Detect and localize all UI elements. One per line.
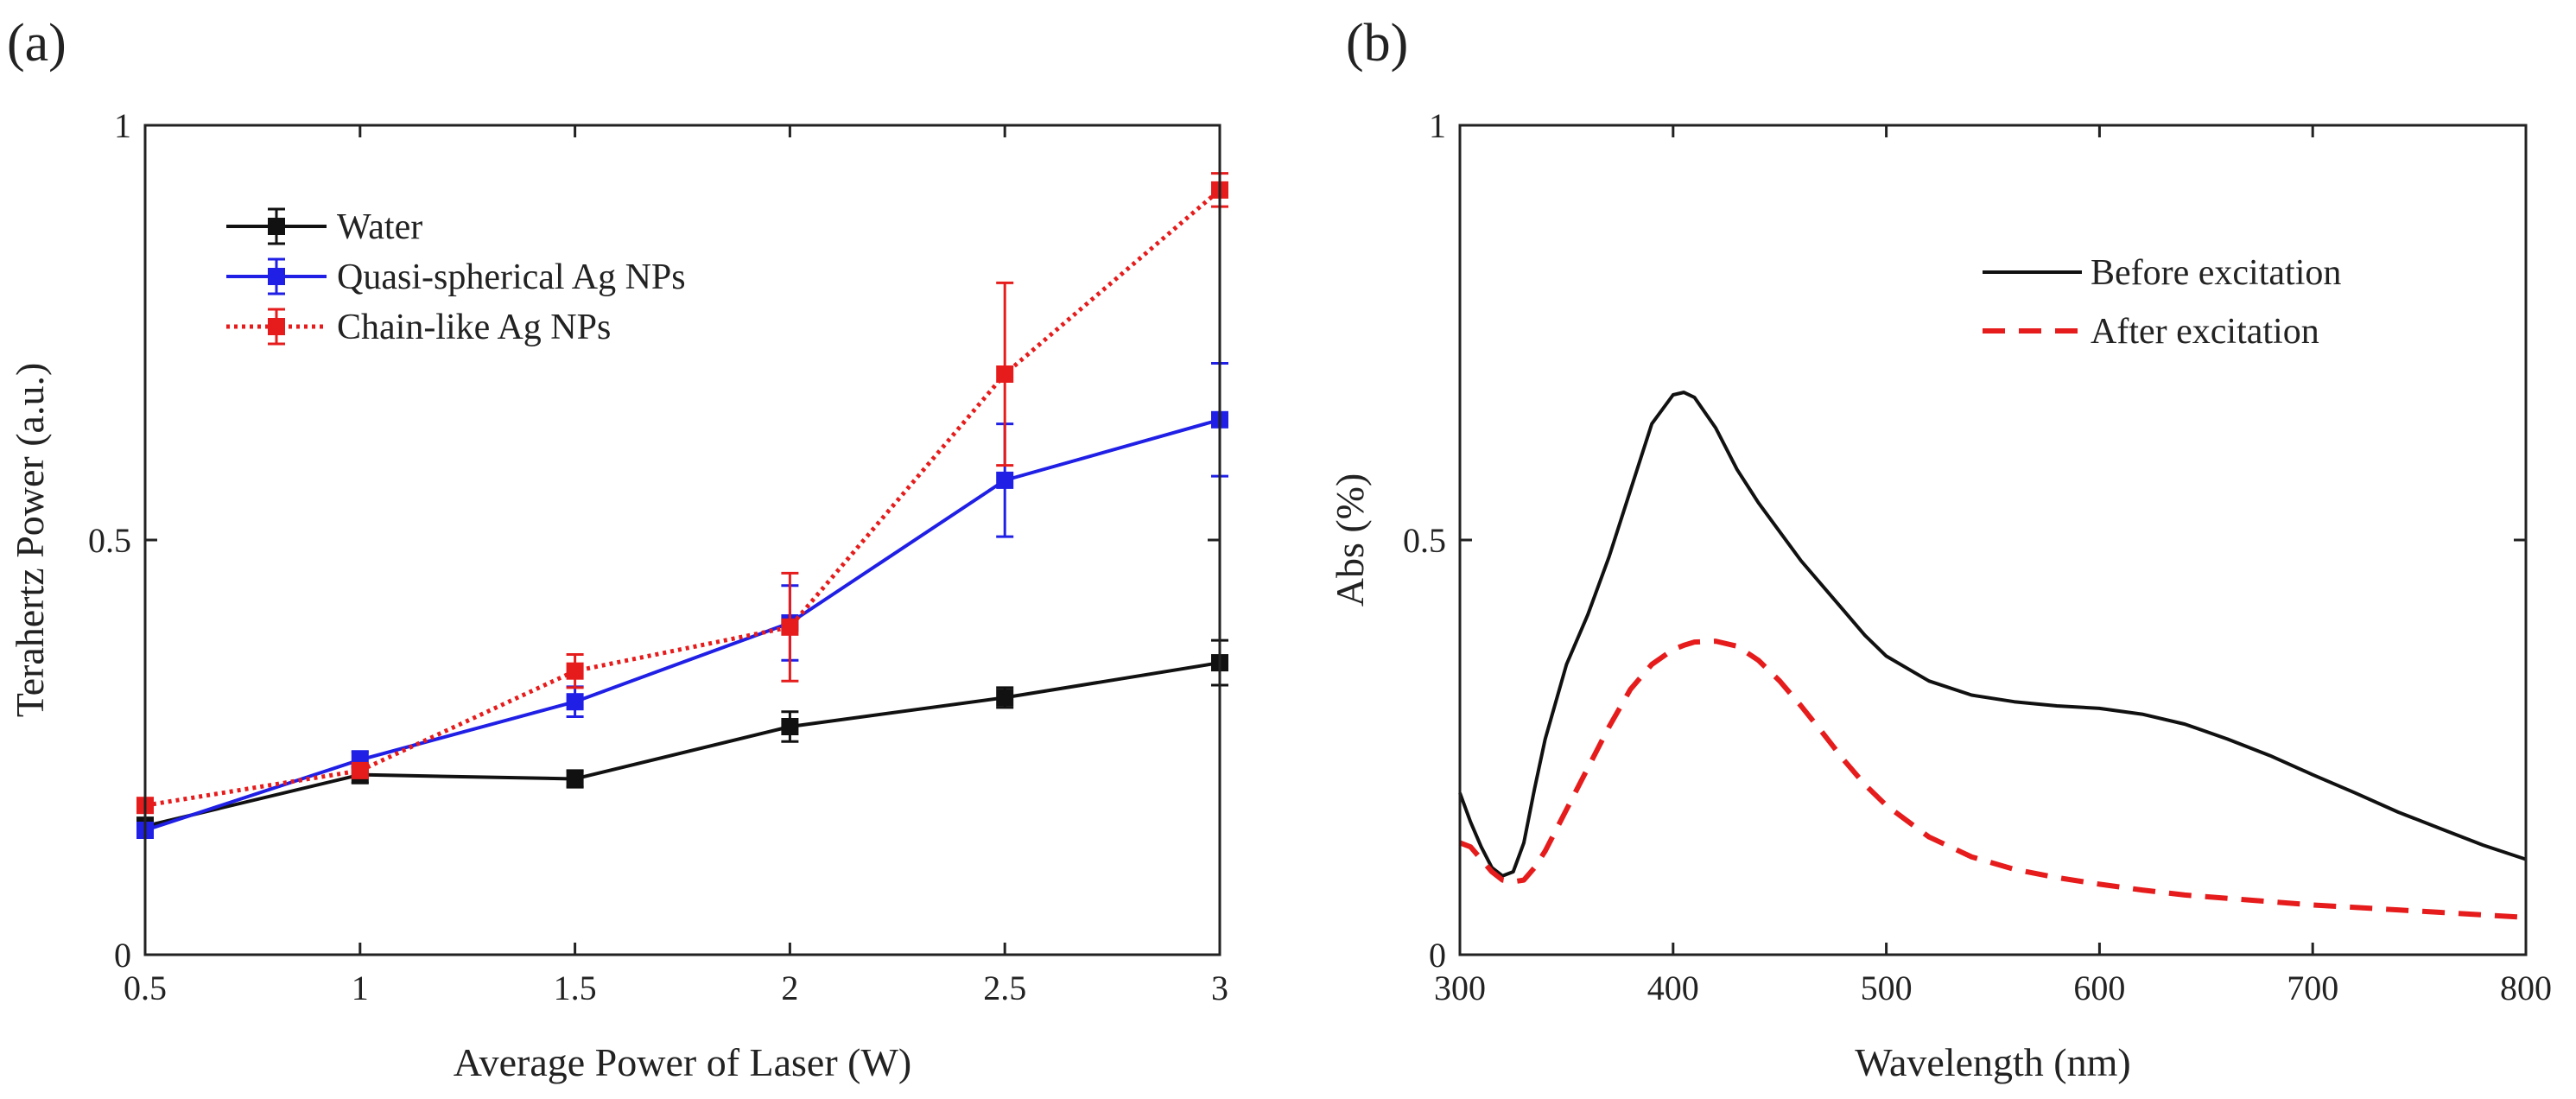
panel-b-x-tick-label: 300 (1434, 969, 1486, 1007)
panel-a-y-tick-label: 0.5 (88, 521, 131, 560)
spectrum-line-before-excitation (1458, 391, 2527, 878)
panel-a-label: (a) (7, 14, 67, 73)
panel-a-x-tick-label: 0.5 (124, 969, 167, 1007)
data-point-chain-like-ag-nps (566, 662, 584, 680)
panel-a: (a) 0.5 1 1.5 2 2.5 300.51 Average Power of L… (7, 14, 1228, 1084)
panel-b-x-tick-label: 600 (2073, 969, 2125, 1007)
panel-b-x-tick-label: 400 (1647, 969, 1699, 1007)
spectrum-line-after-excitation (1458, 638, 2527, 920)
panel-a-y-tick-label: 1 (114, 106, 131, 145)
legend-label-before-excitation: Before excitation (2091, 253, 2341, 293)
series-line-quasi-spherical-ag-nps (144, 417, 1221, 832)
data-point-chain-like-ag-nps (781, 618, 799, 636)
panel-a-y-tick-label: 0 (114, 936, 131, 975)
panel-b-legend: Before excitation After excitation (1983, 253, 2341, 352)
panel-b-marks (1458, 391, 2527, 920)
legend-label-water: Water (337, 207, 422, 247)
panel-b-x-tick-label: 800 (2500, 969, 2552, 1007)
panel-b-plot-frame (1458, 124, 2528, 956)
panel-a-x-tick-label: 3 (1211, 969, 1228, 1007)
data-point-water (566, 770, 584, 788)
panel-b-y-tick-label: 1 (1429, 106, 1446, 145)
panel-a-x-tick-label: 2 (781, 969, 798, 1007)
data-point-quasi-spherical-ag-nps (996, 471, 1014, 489)
series-line-water (144, 661, 1221, 829)
panel-a-legend: Water Quasi-spherical Ag NPs Chain-like Ag… (226, 207, 686, 347)
panel-b-y-tick-label: 0.5 (1403, 521, 1446, 560)
panel-b-x-tick-label: 500 (1861, 969, 1913, 1007)
panel-a-x-axis-title: Average Power of Laser (W) (454, 1040, 911, 1084)
panel-a-y-axis-title: Terahertz Power (a.u.) (8, 363, 52, 718)
data-point-water (996, 689, 1014, 707)
data-point-quasi-spherical-ag-nps (566, 693, 584, 711)
panel-b-y-axis-title: Abs (%) (1328, 473, 1372, 607)
panel-a-ticks: 0.5 1 1.5 2 2.5 300.51 (88, 106, 1228, 1007)
panel-a-plot-frame (143, 124, 1221, 956)
data-point-chain-like-ag-nps (996, 365, 1014, 383)
panel-b-x-axis-title: Wavelength (nm) (1855, 1040, 2130, 1084)
panel-b-label: (b) (1346, 14, 1408, 73)
legend-label-after-excitation: After excitation (2091, 312, 2319, 352)
panel-b-x-tick-label: 700 (2287, 969, 2338, 1007)
data-point-water (781, 718, 799, 735)
panel-b-ticks: 300 400 500 600 700 800 0 0.5 1 (1403, 106, 2552, 1007)
legend-marker-water (268, 218, 285, 235)
legend-label-quasi-spherical-ag-nps: Quasi-spherical Ag NPs (337, 257, 686, 297)
legend-marker-quasi-spherical-ag-nps (268, 268, 285, 285)
legend-label-chain-like-ag-nps: Chain-like Ag NPs (337, 308, 611, 347)
panel-b-y-tick-label: 0 (1429, 936, 1446, 975)
panel-a-x-tick-label: 1 (352, 969, 369, 1007)
data-point-chain-like-ag-nps (351, 761, 369, 779)
series-line-chain-like-ag-nps (144, 187, 1221, 808)
panel-a-x-tick-label: 2.5 (983, 969, 1026, 1007)
panel-a-x-tick-label: 1.5 (554, 969, 597, 1007)
panel-a-marks (136, 172, 1228, 839)
panel-b: (b) 300 400 500 600 700 800 0 0.5 1 Wavelength (… (1328, 14, 2552, 1084)
legend-marker-chain-like-ag-nps (268, 318, 285, 335)
